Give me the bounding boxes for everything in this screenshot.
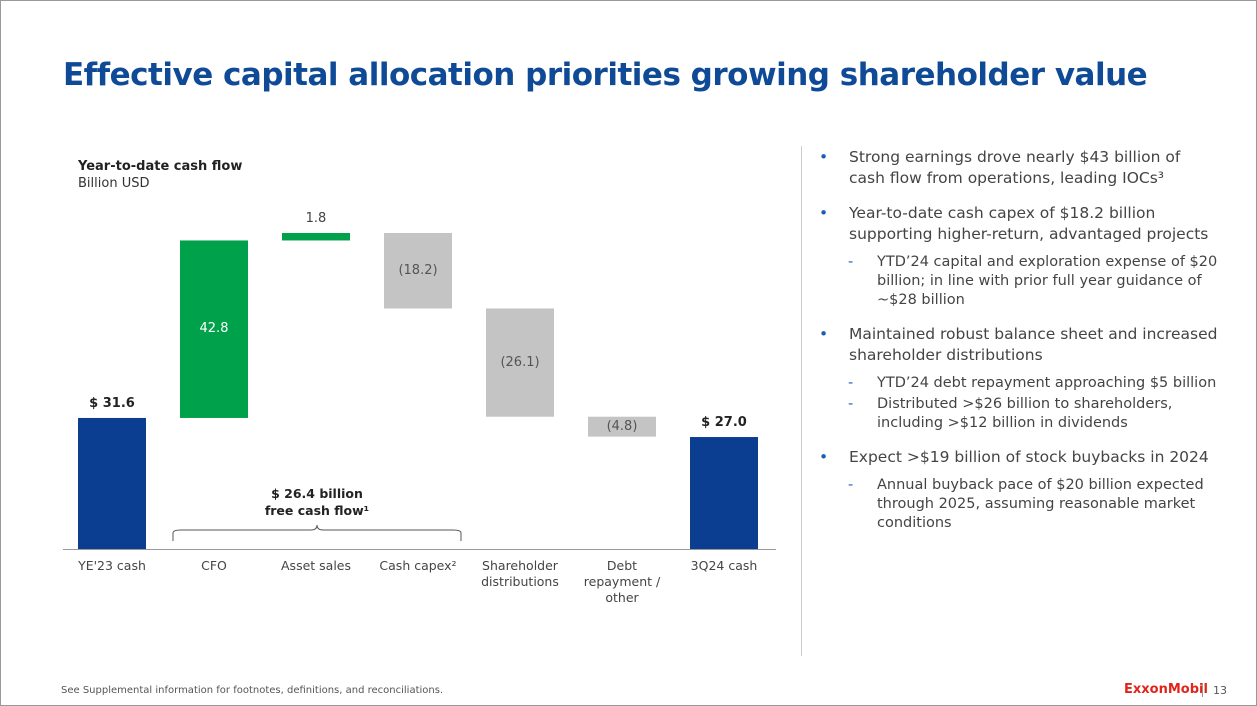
bar bbox=[588, 416, 656, 437]
bullet: Year-to-date cash capex of $18.2 billion… bbox=[819, 203, 1219, 310]
bar bbox=[180, 240, 248, 418]
value-label: (18.2) bbox=[398, 262, 438, 278]
x-tick-label: Asset sales bbox=[281, 558, 351, 573]
brace bbox=[172, 524, 462, 541]
bullet-text: Expect >$19 billion of stock buybacks in… bbox=[849, 448, 1209, 466]
chart-subtitle: Billion USD bbox=[78, 176, 150, 191]
bar bbox=[282, 233, 350, 241]
value-label: 1.8 bbox=[305, 211, 327, 226]
value-label: (26.1) bbox=[500, 354, 540, 370]
divider bbox=[801, 146, 802, 656]
value-label: $ 31.6 bbox=[89, 395, 135, 411]
bar bbox=[486, 308, 554, 417]
bullet-text: Maintained robust balance sheet and incr… bbox=[849, 325, 1218, 364]
bullet: Strong earnings drove nearly $43 billion… bbox=[819, 147, 1219, 189]
bar bbox=[384, 233, 452, 309]
footer: See Supplemental information for footnot… bbox=[61, 685, 444, 696]
x-tick-label: Cash capex² bbox=[379, 558, 457, 573]
bullet: Expect >$19 billion of stock buybacks in… bbox=[819, 447, 1219, 533]
bullet-list: Strong earnings drove nearly $43 billion… bbox=[819, 147, 1219, 547]
bullet-text: Year-to-date cash capex of $18.2 billion… bbox=[849, 204, 1209, 243]
annotation-line: free cash flow¹ bbox=[264, 503, 370, 518]
bar bbox=[690, 437, 758, 549]
sub-bullet: YTD’24 capital and exploration expense o… bbox=[819, 253, 1219, 310]
bar bbox=[78, 417, 146, 549]
sub-bullet: YTD’24 debt repayment approaching $5 bil… bbox=[819, 374, 1219, 393]
sub-bullet: Distributed >$26 billion to shareholders… bbox=[819, 395, 1219, 433]
value-label: (4.8) bbox=[606, 418, 638, 434]
bullet: Maintained robust balance sheet and incr… bbox=[819, 324, 1219, 433]
annotation: $ 26.4 billion free cash flow¹ bbox=[217, 485, 417, 519]
x-tick-label: CFO bbox=[201, 558, 227, 573]
annotation-line: $ 26.4 billion bbox=[271, 486, 363, 501]
value-label: 42.8 bbox=[199, 321, 229, 337]
separator bbox=[1202, 683, 1203, 697]
x-tick-label: Shareholder distributions bbox=[481, 558, 559, 589]
chart-title: Year-to-date cash flow bbox=[78, 159, 243, 174]
page-number: 13 bbox=[1213, 684, 1227, 697]
value-label: $ 27.0 bbox=[701, 415, 747, 431]
sub-bullet: Annual buyback pace of $20 billion expec… bbox=[819, 476, 1219, 533]
logo: ExxonMobil bbox=[1124, 682, 1208, 697]
x-tick-label: Debt repayment / other bbox=[583, 558, 661, 605]
x-tick-label: YE'23 cash bbox=[78, 558, 146, 573]
x-tick-label: 3Q24 cash bbox=[690, 558, 758, 573]
slide-title: Effective capital allocation priorities … bbox=[63, 57, 1148, 93]
chart bbox=[63, 233, 776, 550]
